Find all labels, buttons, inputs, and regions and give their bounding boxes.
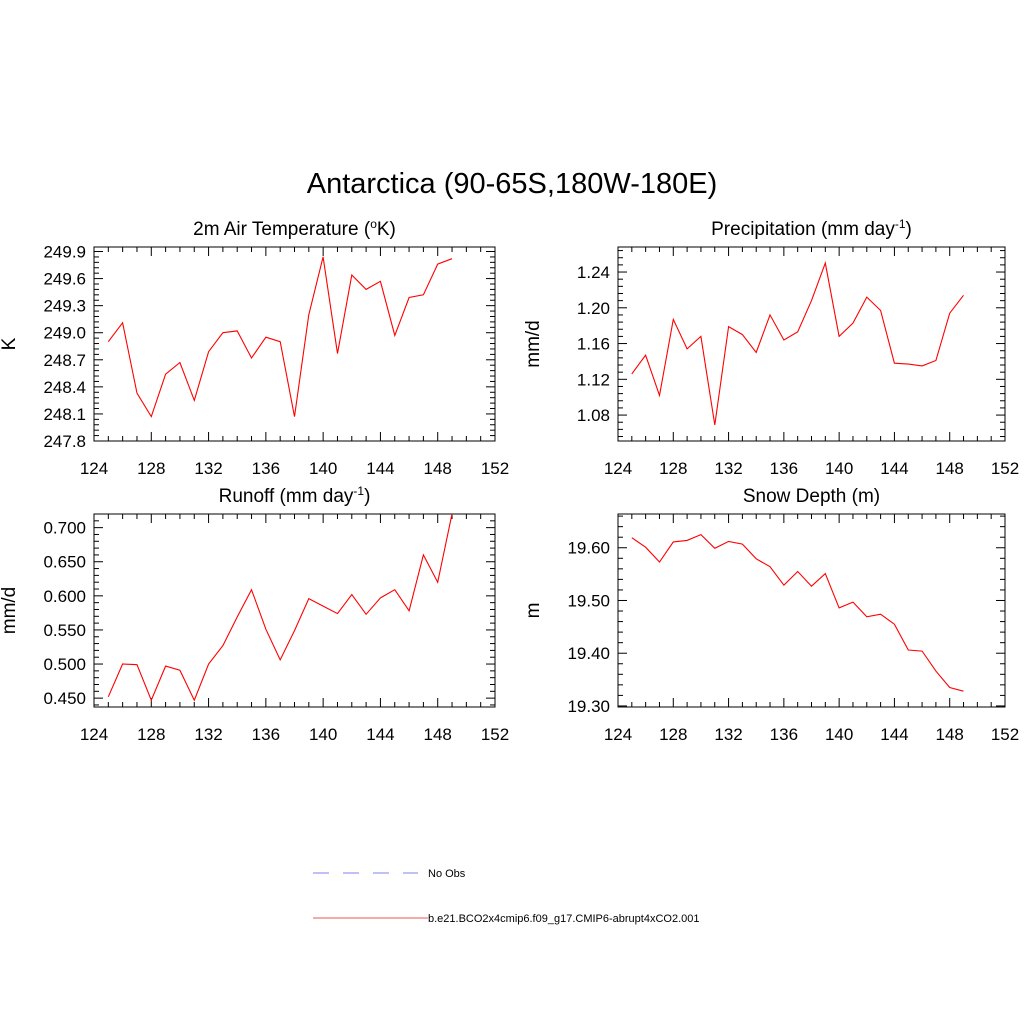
panel-title: Precipitation (mm day-1) xyxy=(711,217,912,240)
x-tick-label: 128 xyxy=(659,725,687,744)
x-tick-label: 136 xyxy=(252,725,280,744)
x-tick-label: 128 xyxy=(659,459,687,478)
y-tick-label: 249.0 xyxy=(43,324,86,343)
panel-title: Runoff (mm day-1) xyxy=(219,484,371,507)
y-tick-label: 0.550 xyxy=(43,621,86,640)
x-tick-label: 148 xyxy=(424,725,452,744)
legend-label-model: b.e21.BCO2x4cmip6.f09_g17.CMIP6-abrupt4x… xyxy=(428,913,700,925)
y-tick-label: 248.1 xyxy=(43,405,86,424)
x-tick-label: 136 xyxy=(770,725,798,744)
y-tick-label: 249.9 xyxy=(43,243,86,262)
legend-label-no-obs: No Obs xyxy=(428,868,466,880)
x-tick-label: 124 xyxy=(80,725,108,744)
y-tick-label: 249.3 xyxy=(43,297,86,316)
x-tick-label: 144 xyxy=(366,459,394,478)
x-tick-label: 132 xyxy=(714,725,742,744)
y-axis-label: K xyxy=(0,337,20,350)
y-tick-label: 19.40 xyxy=(567,644,610,663)
x-tick-label: 140 xyxy=(309,725,337,744)
panels: 2m Air Temperature (oK) K 124 128 132 136 140 1… xyxy=(0,217,1019,744)
y-tick-label: 1.12 xyxy=(577,370,610,389)
x-tick-label: 152 xyxy=(481,459,509,478)
x-tick-label: 144 xyxy=(880,459,908,478)
panel-snow-depth: Snow Depth (m) m 124 128 132 136 140 144 148 152 1… xyxy=(523,486,1019,744)
plot-frame xyxy=(617,513,1006,708)
y-axis-label: mm/d xyxy=(523,320,544,368)
y-tick-label: 0.600 xyxy=(43,587,86,606)
series-line xyxy=(107,513,453,702)
x-tick-label: 136 xyxy=(252,459,280,478)
y-tick-label: 247.8 xyxy=(43,432,86,451)
x-tick-label: 124 xyxy=(604,459,632,478)
series-line xyxy=(631,261,964,425)
plot-frame xyxy=(93,513,496,708)
x-tick-label: 140 xyxy=(825,459,853,478)
y-tick-label: 1.24 xyxy=(577,263,610,282)
x-tick-label: 152 xyxy=(481,725,509,744)
panel-precipitation: Precipitation (mm day-1) mm/d 124 128 132 136… xyxy=(523,217,1019,478)
y-tick-label: 248.7 xyxy=(43,351,86,370)
series-line xyxy=(631,533,964,692)
series-line xyxy=(107,256,453,418)
y-tick-label: 1.20 xyxy=(577,299,610,318)
plot-frame xyxy=(93,246,496,442)
y-tick-label: 0.450 xyxy=(43,689,86,708)
x-tick-label: 132 xyxy=(714,459,742,478)
y-axis-label: mm/d xyxy=(0,587,20,635)
x-tick-label: 144 xyxy=(366,725,394,744)
y-tick-label: 0.650 xyxy=(43,553,86,572)
y-tick-label: 1.08 xyxy=(577,406,610,425)
figure-title: Antarctica (90-65S,180W-180E) xyxy=(307,168,718,200)
plot-frame xyxy=(617,246,1006,442)
y-axis-label: m xyxy=(523,603,544,619)
x-tick-label: 124 xyxy=(604,725,632,744)
y-tick-label: 19.50 xyxy=(567,591,610,610)
x-tick-label: 136 xyxy=(770,459,798,478)
x-tick-label: 148 xyxy=(936,725,964,744)
y-tick-label: 248.4 xyxy=(43,378,86,397)
x-tick-label: 140 xyxy=(309,459,337,478)
x-tick-label: 132 xyxy=(194,459,222,478)
y-tick-label: 19.60 xyxy=(567,539,610,558)
x-tick-label: 148 xyxy=(936,459,964,478)
panel-title: 2m Air Temperature (oK) xyxy=(193,217,396,240)
panel-title: Snow Depth (m) xyxy=(743,486,880,507)
x-tick-label: 144 xyxy=(880,725,908,744)
x-tick-label: 148 xyxy=(424,459,452,478)
y-tick-label: 0.500 xyxy=(43,655,86,674)
x-tick-label: 128 xyxy=(137,459,165,478)
x-tick-label: 128 xyxy=(137,725,165,744)
panel-runoff: Runoff (mm day-1) mm/d 124 128 132 136 140 144 1… xyxy=(0,484,509,744)
y-tick-label: 0.700 xyxy=(43,519,86,538)
legend: No Obs b.e21.BCO2x4cmip6.f09_g17.CMIP6-a… xyxy=(313,868,700,925)
panel-air-temperature: 2m Air Temperature (oK) K 124 128 132 136 140 1… xyxy=(0,217,509,478)
x-tick-label: 152 xyxy=(991,459,1019,478)
y-tick-label: 1.16 xyxy=(577,335,610,354)
y-tick-label: 19.30 xyxy=(567,697,610,716)
x-tick-label: 140 xyxy=(825,725,853,744)
x-tick-label: 124 xyxy=(80,459,108,478)
y-tick-label: 249.6 xyxy=(43,270,86,289)
x-tick-label: 132 xyxy=(194,725,222,744)
x-tick-label: 152 xyxy=(991,725,1019,744)
